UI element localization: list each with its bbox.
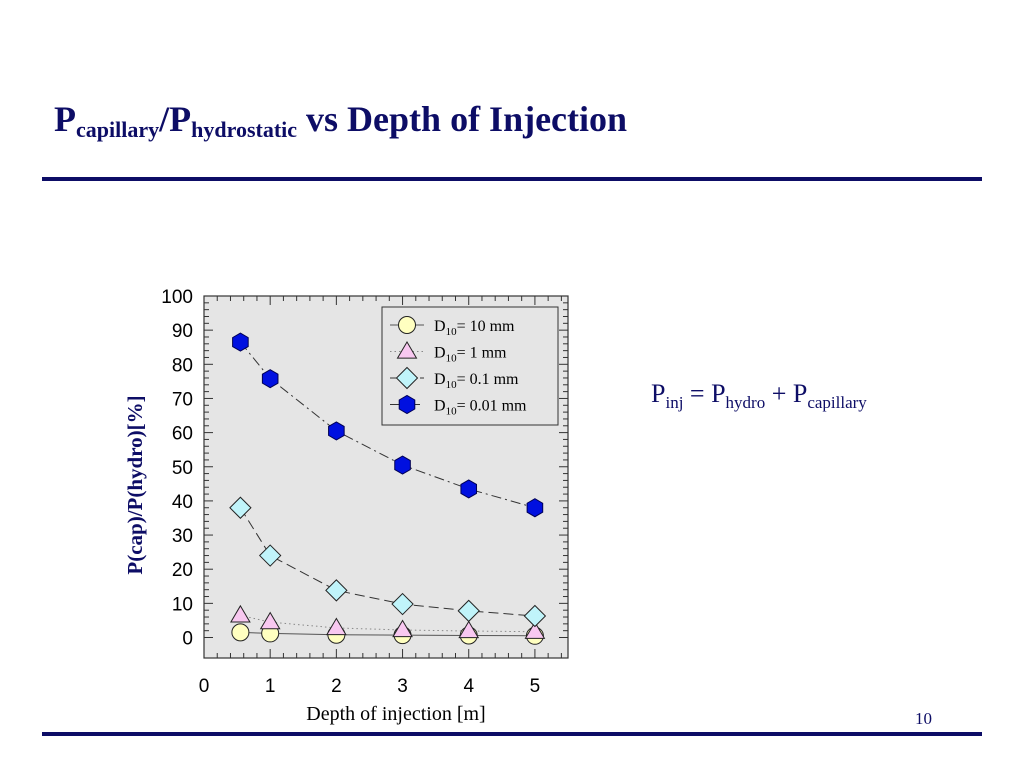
- x-tick-label: 3: [397, 676, 408, 697]
- data-point-diamond: [523, 604, 547, 628]
- x-axis-title: Depth of injection [m]: [306, 703, 485, 725]
- data-point-triangle: [325, 617, 347, 636]
- x-tick-label: 2: [331, 676, 342, 697]
- data-point-hexagon: [526, 498, 544, 518]
- data-point-hexagon: [261, 369, 279, 389]
- series-line-3: [240, 341, 536, 509]
- eq-equals-p: = P: [683, 379, 726, 408]
- data-point-diamond: [457, 599, 480, 623]
- x-tick-label: 0: [199, 676, 210, 697]
- data-point-triangle: [230, 604, 251, 623]
- y-tick-label: 100: [161, 287, 193, 308]
- x-tick-label: 5: [530, 676, 541, 697]
- legend-label: D10= 10 mm: [434, 318, 515, 338]
- data-point-hexagon: [394, 455, 411, 475]
- y-tick-label: 20: [172, 560, 193, 581]
- data-point-diamond: [391, 592, 414, 616]
- pressure-equation: Pinj = Phydro + Pcapillary: [651, 379, 867, 413]
- x-tick-label: 4: [463, 676, 474, 697]
- data-point-hexagon: [460, 479, 478, 499]
- y-tick-label: 40: [172, 492, 193, 513]
- data-point-triangle: [259, 611, 281, 630]
- legend-label: D10= 1 mm: [434, 345, 507, 365]
- eq-sub-inj: inj: [665, 393, 684, 412]
- data-point-triangle: [458, 620, 480, 639]
- eq-plus-p: + P: [765, 379, 808, 408]
- top-divider: [42, 177, 982, 181]
- bottom-divider: [42, 732, 982, 736]
- data-point-diamond: [229, 496, 252, 519]
- data-point-circle: [231, 623, 250, 642]
- data-point-hexagon: [328, 421, 345, 441]
- y-tick-label: 90: [172, 321, 193, 342]
- title-slash-p: /P: [159, 99, 192, 139]
- legend-label: D10= 0.01 mm: [434, 398, 527, 418]
- title-rest: vs Depth of Injection: [297, 99, 628, 139]
- y-tick-label: 30: [172, 526, 193, 547]
- legend: D10= 10 mm D10= 1 mm D10= 0.1 mm D10= 0.01 …: [381, 306, 559, 426]
- data-point-diamond: [325, 579, 348, 602]
- legend-label: D10= 0.1 mm: [434, 371, 519, 391]
- legend-marker-circle: [398, 316, 416, 334]
- plot-frame: [203, 295, 569, 659]
- y-tick-label: 70: [172, 389, 193, 410]
- y-tick-label: 10: [172, 594, 193, 615]
- x-tick-label: 1: [265, 676, 276, 697]
- y-tick-label: 0: [182, 629, 193, 650]
- title-p: P: [54, 99, 76, 139]
- legend-marker-triangle: [396, 341, 418, 359]
- y-axis-title: P(cap)/P(hydro)[%]: [123, 395, 147, 574]
- legend-marker-hexagon: [398, 394, 416, 415]
- eq-p-inj: P: [651, 379, 666, 408]
- data-point-hexagon: [232, 332, 249, 352]
- slide-title: Pcapillary/Phydrostatic vs Depth of Inje…: [54, 98, 627, 143]
- page-number: 10: [915, 709, 932, 728]
- legend-marker-diamond: [395, 366, 419, 390]
- axis-ticks: [203, 295, 568, 658]
- eq-sub-hydro: hydro: [725, 393, 766, 412]
- y-tick-label: 50: [172, 458, 193, 479]
- y-tick-label: 80: [172, 355, 193, 376]
- eq-sub-capillary: capillary: [807, 393, 867, 412]
- data-point-diamond: [258, 544, 282, 567]
- series-markers: [229, 332, 547, 645]
- series-line-2: [239, 507, 535, 617]
- y-tick-label: 60: [172, 424, 193, 445]
- title-subscript-capillary: capillary: [76, 117, 160, 142]
- title-subscript-hydrostatic: hydrostatic: [191, 117, 298, 142]
- data-point-triangle: [524, 621, 546, 639]
- data-point-triangle: [392, 619, 413, 638]
